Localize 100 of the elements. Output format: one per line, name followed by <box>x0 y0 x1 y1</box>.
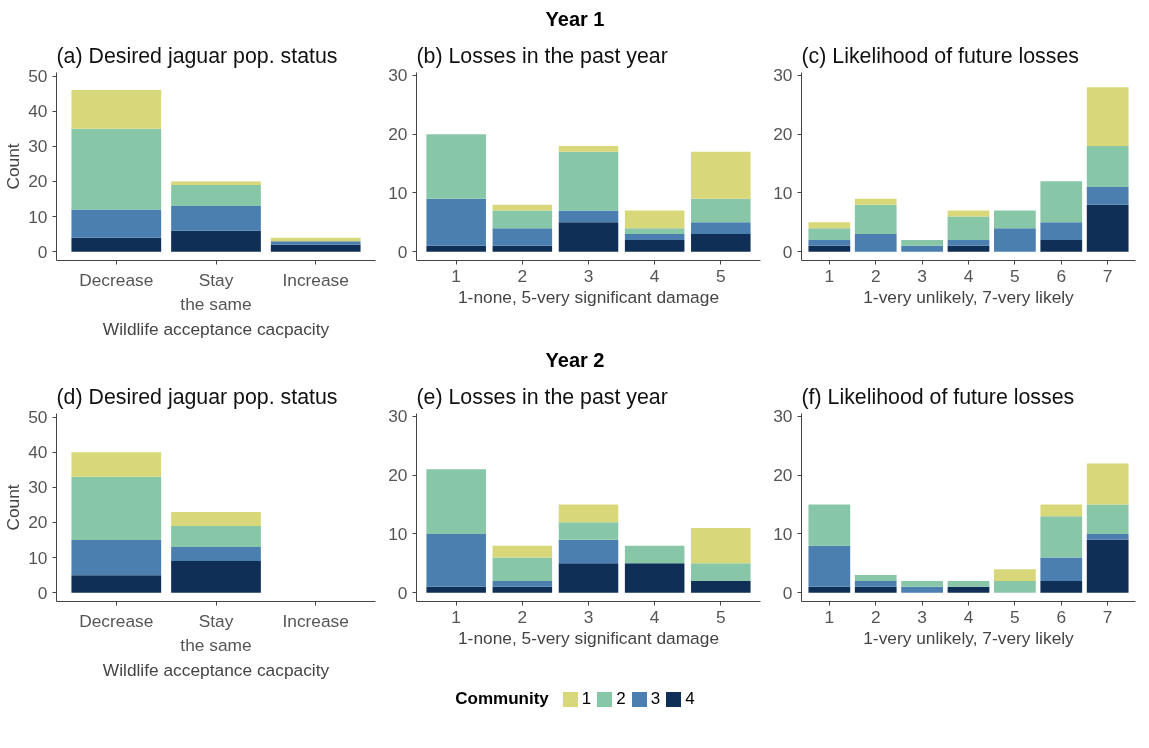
y-tick-label: 20 <box>28 171 48 192</box>
y-tick-label: 30 <box>388 65 408 86</box>
bar <box>691 580 751 593</box>
bar <box>1040 181 1083 223</box>
bar <box>808 504 851 546</box>
bar <box>624 545 685 564</box>
bar <box>492 204 553 211</box>
x-tick-label: Increase <box>282 269 349 290</box>
legend-label: 1 <box>581 689 592 709</box>
x-tick-label: 5 <box>1010 265 1020 286</box>
bar <box>426 586 486 593</box>
bar <box>624 563 685 593</box>
chart-title: (c) Likelihood of future losses <box>801 43 1079 68</box>
bar <box>624 234 685 240</box>
bar <box>71 209 162 238</box>
chart-title: (b) Losses in the past year <box>416 43 668 68</box>
y-tick-label: 20 <box>773 465 793 486</box>
x-tick-label: 3 <box>583 606 594 627</box>
bar <box>1086 87 1129 146</box>
bar <box>1086 463 1129 505</box>
bar <box>947 239 990 246</box>
bar <box>426 134 486 199</box>
x-tick-label: 3 <box>583 265 594 286</box>
x-tick-label: Stay the same <box>180 610 252 655</box>
bar <box>808 545 851 587</box>
legend-label: 3 <box>650 689 661 709</box>
bar <box>1040 239 1083 252</box>
bar <box>808 228 851 240</box>
bar <box>1040 516 1083 558</box>
y-tick-label: 30 <box>28 136 48 157</box>
legend-label: 4 <box>685 689 695 709</box>
x-axis-title: Wildlife acceptance cacpacity <box>102 318 330 339</box>
bar <box>854 580 897 587</box>
bar <box>426 469 486 534</box>
bar <box>426 198 486 246</box>
x-tick-label: Decrease <box>79 610 154 631</box>
bar <box>171 547 261 562</box>
x-tick-label: 1 <box>824 265 835 286</box>
y-tick-label: 10 <box>388 182 408 203</box>
x-axis-title: 1-very unlikely, 7-very likely <box>863 286 1075 307</box>
x-axis-title: 1-none, 5-very significant damage <box>457 627 720 648</box>
bar <box>854 586 897 593</box>
bar <box>691 222 751 235</box>
x-tick-label: 5 <box>715 606 726 627</box>
bar <box>1086 204 1129 252</box>
y-axis-title: Count <box>3 143 24 190</box>
bar <box>558 145 619 152</box>
bar <box>854 234 897 252</box>
y-tick-label: 0 <box>397 582 408 603</box>
x-tick-label: 7 <box>1102 606 1113 627</box>
bar <box>691 151 751 199</box>
bar <box>808 586 851 593</box>
bar <box>808 245 851 252</box>
bar <box>171 181 261 185</box>
x-tick-label: 3 <box>917 606 927 627</box>
legend-title: Community <box>455 689 549 708</box>
bar <box>1040 557 1083 581</box>
chart-title: (a) Desired jaguar pop. status <box>56 43 338 68</box>
x-tick-label: 1 <box>451 606 462 627</box>
y-tick-label: 10 <box>28 547 48 568</box>
y-tick-label: 50 <box>28 407 48 428</box>
bar <box>1086 187 1129 205</box>
bar <box>492 557 553 581</box>
bar <box>171 561 261 593</box>
bar <box>558 539 619 564</box>
x-tick-label: 5 <box>1010 606 1020 627</box>
bar <box>171 511 261 526</box>
bar <box>1086 145 1129 188</box>
bar <box>994 580 1036 593</box>
bar <box>808 239 851 246</box>
y-tick-label: 20 <box>388 124 408 145</box>
bar <box>854 204 897 235</box>
y-tick-label: 10 <box>773 523 793 544</box>
bar <box>994 569 1036 581</box>
y-tick-label: 30 <box>28 477 48 498</box>
x-axis-title: Wildlife acceptance cacpacity <box>102 659 330 680</box>
x-axis-title: 1-very unlikely, 7-very likely <box>863 627 1075 648</box>
bar <box>558 151 619 211</box>
bar <box>1040 222 1083 240</box>
bar <box>854 198 897 205</box>
y-tick-label: 10 <box>28 206 48 227</box>
y-axis-title: Count <box>3 484 24 531</box>
bar <box>994 228 1036 252</box>
y-tick-label: 30 <box>388 406 408 427</box>
x-tick-label: 2 <box>517 265 528 286</box>
x-tick-label: 1 <box>824 606 835 627</box>
bar <box>492 228 553 246</box>
bar <box>426 533 486 587</box>
bar <box>947 245 990 252</box>
x-tick-label: 2 <box>870 265 881 286</box>
legend-label: 2 <box>616 689 626 709</box>
bar <box>1086 504 1129 534</box>
bar <box>71 575 162 593</box>
x-tick-label: 4 <box>963 265 974 286</box>
x-tick-label: Stay the same <box>180 269 252 314</box>
bar <box>901 245 943 252</box>
x-tick-label: 2 <box>870 606 881 627</box>
y-tick-label: 20 <box>388 465 408 486</box>
y-tick-label: 0 <box>37 582 48 603</box>
x-tick-label: Decrease <box>79 269 154 290</box>
